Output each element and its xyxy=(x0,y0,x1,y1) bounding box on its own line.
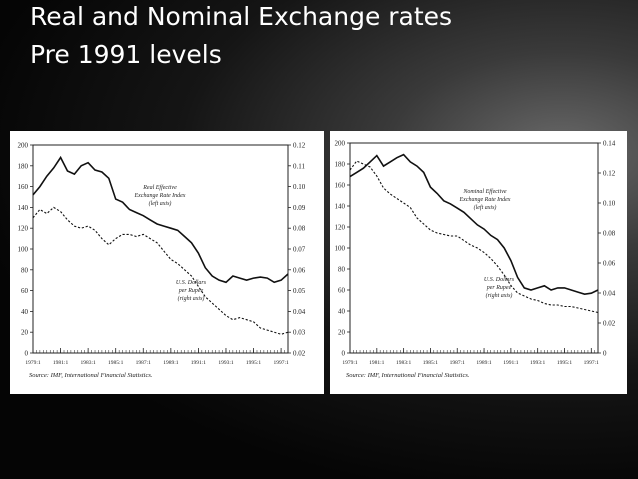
x-axis-tick-label: 1983:1 xyxy=(396,360,412,366)
right-axis-tick-label: 0.06 xyxy=(293,266,306,274)
series-label: U.S. Dollars xyxy=(176,280,207,286)
right-axis-tick-label: 0.07 xyxy=(293,246,306,254)
series-label: (right axis) xyxy=(486,292,513,299)
x-axis-tick-label: 1981:1 xyxy=(369,360,385,366)
x-axis-tick-label: 1985:1 xyxy=(108,360,124,366)
x-axis-tick-label: 1997:1 xyxy=(273,360,289,366)
left-axis-tick-label: 180 xyxy=(335,161,346,169)
right-axis-tick-label: 0.10 xyxy=(603,200,616,208)
series-label: (right axis) xyxy=(178,295,205,302)
series-label: Real Effective xyxy=(142,184,177,191)
right-axis-tick-label: 0.12 xyxy=(293,142,306,150)
right-axis-tick-label: 0.04 xyxy=(603,290,616,298)
right-axis-tick-label: 0.02 xyxy=(603,320,616,328)
x-axis-tick-label: 1989:1 xyxy=(476,360,492,366)
x-axis-tick-label: 1983:1 xyxy=(80,360,96,366)
left-axis-tick-label: 80 xyxy=(21,266,29,274)
left-axis-tick-label: 100 xyxy=(18,246,29,254)
source-note: Source: IMF, International Financial Sta… xyxy=(346,372,470,379)
plot-frame xyxy=(32,144,289,354)
right-axis-tick-label: 0.10 xyxy=(293,183,306,191)
left-axis-tick-label: 140 xyxy=(335,203,346,211)
right-axis-tick-label: 0.14 xyxy=(603,140,616,148)
series-label: per Rupee xyxy=(178,288,204,294)
left-axis-tick-label: 120 xyxy=(18,225,29,233)
right-axis-tick-label: 0.06 xyxy=(603,260,616,268)
right-axis-tick-label: 0.04 xyxy=(293,308,306,316)
left-axis-tick-label: 160 xyxy=(18,183,29,191)
left-axis-tick-label: 0 xyxy=(342,350,346,358)
x-axis-tick-label: 1987:1 xyxy=(136,360,152,366)
x-axis-tick-label: 1991:1 xyxy=(191,360,207,366)
x-axis-tick-label: 1995:1 xyxy=(557,360,573,366)
nominal-exchange-rate-chart-panel: 0 20 40 60 80 100 120 140 160 180 200 0 0.02 0.04 0.06… xyxy=(330,131,627,394)
series-label: (left axis) xyxy=(149,200,172,207)
series-label: U.S. Dollars xyxy=(484,277,515,283)
effective-rate-series-line xyxy=(32,155,289,284)
x-axis-tick-label: 1979:1 xyxy=(25,360,41,366)
right-axis-tick-label: 0.03 xyxy=(293,329,306,337)
series-label: (left axis) xyxy=(474,204,497,211)
left-axis-tick-label: 60 xyxy=(21,287,29,295)
slide-title: Real and Nominal Exchange rates xyxy=(30,2,453,31)
right-axis-tick-label: 0.09 xyxy=(293,204,306,212)
left-axis-tick-label: 40 xyxy=(338,308,346,316)
slide-subtitle: Pre 1991 levels xyxy=(30,40,222,69)
real-exchange-rate-chart: 0 20 40 60 80 100 120 140 160 180 200 0.02 0.03 0.04 0… xyxy=(18,142,306,380)
right-axis-tick-label: 0.08 xyxy=(293,225,306,233)
left-axis-tick-label: 40 xyxy=(21,308,29,316)
series-label: Nominal Effective xyxy=(462,188,506,195)
right-axis-tick-label: 0.05 xyxy=(293,287,306,295)
right-axis-tick-label: 0.12 xyxy=(603,170,616,178)
left-axis-tick-label: 160 xyxy=(335,182,346,190)
x-axis-tick-label: 1987:1 xyxy=(450,360,466,366)
x-axis-tick-label: 1997:1 xyxy=(584,360,600,366)
usd-per-rupee-series-line xyxy=(32,206,289,335)
series-label: Exchange Rate Index xyxy=(459,197,511,203)
real-exchange-rate-chart-panel: 0 20 40 60 80 100 120 140 160 180 200 0.02 0.03 0.04 0… xyxy=(10,131,324,394)
x-axis-tick-label: 1993:1 xyxy=(218,360,234,366)
source-note: Source: IMF, International Financial Sta… xyxy=(29,372,153,379)
left-axis-tick-label: 140 xyxy=(18,204,29,212)
left-axis-tick-label: 0 xyxy=(25,350,29,358)
x-axis-tick-label: 1991:1 xyxy=(503,360,519,366)
x-axis-tick-label: 1993:1 xyxy=(530,360,546,366)
left-axis-tick-label: 200 xyxy=(335,140,346,148)
left-axis-tick-label: 120 xyxy=(335,224,346,232)
left-axis-tick-label: 200 xyxy=(18,142,29,150)
right-axis-tick-label: 0.08 xyxy=(603,230,616,238)
x-axis-tick-label: 1979:1 xyxy=(342,360,358,366)
series-label: Exchange Rate Index xyxy=(134,193,186,199)
right-axis-tick-label: 0.11 xyxy=(293,162,305,170)
x-axis-tick-label: 1981:1 xyxy=(53,360,69,366)
x-axis-tick-label: 1995:1 xyxy=(246,360,262,366)
left-axis-tick-label: 180 xyxy=(18,162,29,170)
left-axis-tick-label: 80 xyxy=(338,266,346,274)
left-axis-tick-label: 100 xyxy=(335,245,346,253)
effective-rate-series-line xyxy=(349,153,599,296)
plot-frame xyxy=(349,142,599,354)
nominal-exchange-rate-chart: 0 20 40 60 80 100 120 140 160 180 200 0 0.02 0.04 0.06… xyxy=(335,140,616,380)
left-axis-tick-label: 20 xyxy=(338,329,346,337)
left-axis-tick-label: 60 xyxy=(338,287,346,295)
x-axis-tick-label: 1985:1 xyxy=(423,360,439,366)
right-axis-tick-label: 0.02 xyxy=(293,350,306,358)
series-label: per Rupee xyxy=(486,285,512,291)
usd-per-rupee-series-line xyxy=(349,160,599,314)
right-axis-tick-label: 0 xyxy=(603,350,607,358)
left-axis-tick-label: 20 xyxy=(21,329,29,337)
x-axis-tick-label: 1989:1 xyxy=(163,360,179,366)
